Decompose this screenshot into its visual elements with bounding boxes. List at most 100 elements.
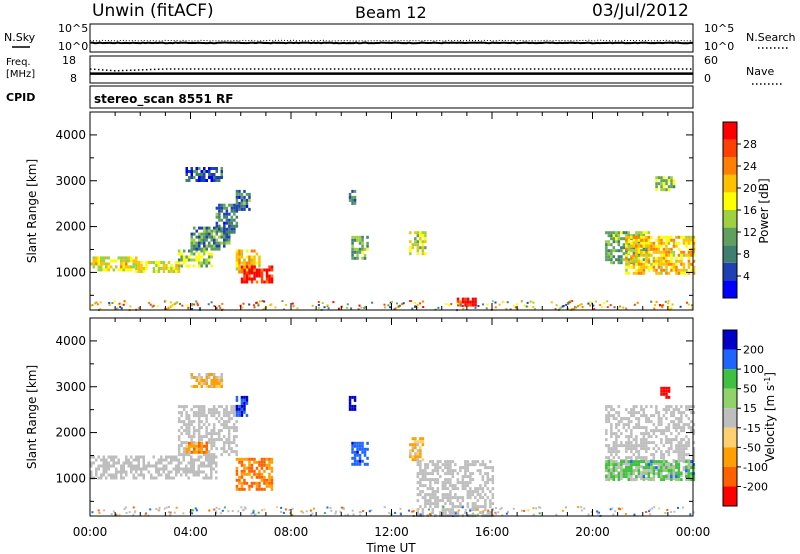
power-echo-cell <box>235 264 239 268</box>
velocity-echo-cell <box>112 455 115 459</box>
velocity-echo-cell <box>217 405 221 409</box>
velocity-echo-cell <box>612 441 616 445</box>
power-echo-cell <box>203 244 206 248</box>
velocity-echo-cell <box>243 457 246 461</box>
velocity-echo-cell <box>612 460 616 464</box>
power-echo-cell <box>215 170 218 173</box>
power-echo-cell <box>326 304 329 307</box>
velocity-echo-cell <box>464 484 467 488</box>
velocity-echo-cell <box>597 512 599 515</box>
power-echo-cell <box>248 261 251 265</box>
power-echo-cell <box>595 300 597 303</box>
velocity-echo-cell <box>632 405 636 409</box>
power-echo-cell <box>627 250 631 254</box>
velocity-echo-cell <box>682 411 686 415</box>
power-echo-cell <box>205 238 208 242</box>
power-echo-cell <box>682 262 686 266</box>
velocity-echo-cell <box>434 496 437 500</box>
velocity-echo-cell <box>657 417 661 421</box>
velocity-echo-cell <box>162 470 165 474</box>
power-echo-cell <box>220 232 223 236</box>
velocity-echo-cell <box>197 429 201 433</box>
power-echo-cell <box>253 274 256 278</box>
velocity-echo-cell <box>110 476 113 480</box>
velocity-echo-cell <box>248 463 251 467</box>
velocity-echo-cell <box>263 475 266 479</box>
power-echo-cell <box>612 246 616 250</box>
power-echo-cell <box>111 302 114 304</box>
power-echo-cell <box>195 255 198 259</box>
power-echo-cell <box>617 255 621 259</box>
velocity-echo-cell <box>232 408 236 412</box>
power-echo-cell <box>424 231 427 235</box>
power-echo-cell <box>627 243 631 247</box>
velocity-echo-cell <box>665 463 668 467</box>
velocity-echo-cell <box>132 467 135 471</box>
power-echo-cell <box>482 303 485 306</box>
power-echo-cell <box>207 258 211 262</box>
power-echo-cell <box>655 182 658 186</box>
power-echo-cell <box>127 268 130 272</box>
velocity-echo-cell <box>260 463 264 467</box>
power-echo-cell <box>692 241 696 245</box>
power-echo-cell <box>627 231 631 235</box>
velocity-echo-cell <box>177 411 181 415</box>
velocity-echo-cell <box>195 444 198 448</box>
velocity-echo-cell <box>464 511 467 515</box>
power-echo-cell <box>662 268 666 272</box>
velocity-echo-cell <box>122 470 125 474</box>
power-echo-cell <box>100 268 103 272</box>
velocity-echo-cell <box>232 405 236 409</box>
power-echo-cell <box>235 201 239 205</box>
velocity-echo-cell <box>95 467 98 471</box>
velocity-echo-cell <box>399 512 402 514</box>
power-echo-cell <box>116 307 119 310</box>
power-echo-cell <box>245 280 249 284</box>
power-echo-cell <box>90 305 93 307</box>
velocity-echo-cell <box>666 509 669 511</box>
velocity-echo-cell <box>662 432 666 436</box>
velocity-echo-cell <box>177 429 181 433</box>
power-echo-cell <box>384 306 386 309</box>
power-echo-cell <box>223 244 226 248</box>
velocity-echo-cell <box>270 478 274 482</box>
power-echo-cell <box>391 300 393 303</box>
velocity-echo-cell <box>250 484 254 488</box>
power-echo-cell <box>230 215 234 219</box>
velocity-echo-cell <box>660 441 663 445</box>
velocity-echo-cell <box>260 466 264 470</box>
velocity-echo-cell <box>95 458 98 462</box>
velocity-echo-cell <box>145 464 148 468</box>
velocity-echo-cell <box>421 496 425 500</box>
velocity-echo-cell <box>491 487 495 491</box>
velocity-echo-cell <box>612 417 616 421</box>
power-echo-cell <box>257 304 260 307</box>
power-echo-cell <box>660 182 663 186</box>
power-echo-cell <box>220 170 223 173</box>
power-echo-cell <box>351 244 354 248</box>
velocity-echo-cell <box>185 423 188 427</box>
velocity-echo-cell <box>140 467 143 471</box>
velocity-echo-cell <box>610 453 613 457</box>
velocity-echo-cell <box>630 450 633 454</box>
velocity-echo-cell <box>190 385 193 388</box>
power-echo-cell <box>456 302 459 305</box>
velocity-echo-cell <box>605 438 608 442</box>
velocity-echo-cell <box>210 470 213 474</box>
power-echo-cell <box>213 226 216 230</box>
velocity-echo-cell <box>190 423 193 427</box>
velocity-echo-cell <box>222 441 226 445</box>
velocity-echo-cell <box>411 510 414 513</box>
velocity-echo-cell <box>172 467 175 471</box>
power-echo-cell <box>223 215 226 219</box>
velocity-echo-cell <box>660 432 663 436</box>
velocity-echo-cell <box>240 469 244 473</box>
power-echo-cell <box>223 221 226 225</box>
velocity-echo-cell <box>260 457 264 461</box>
velocity-echo-cell <box>645 429 648 433</box>
velocity-echo-cell <box>107 461 110 465</box>
velocity-echo-cell <box>451 508 455 512</box>
velocity-echo-cell <box>254 513 257 516</box>
velocity-echo-cell <box>260 478 264 482</box>
power-echo-cell <box>652 250 656 254</box>
